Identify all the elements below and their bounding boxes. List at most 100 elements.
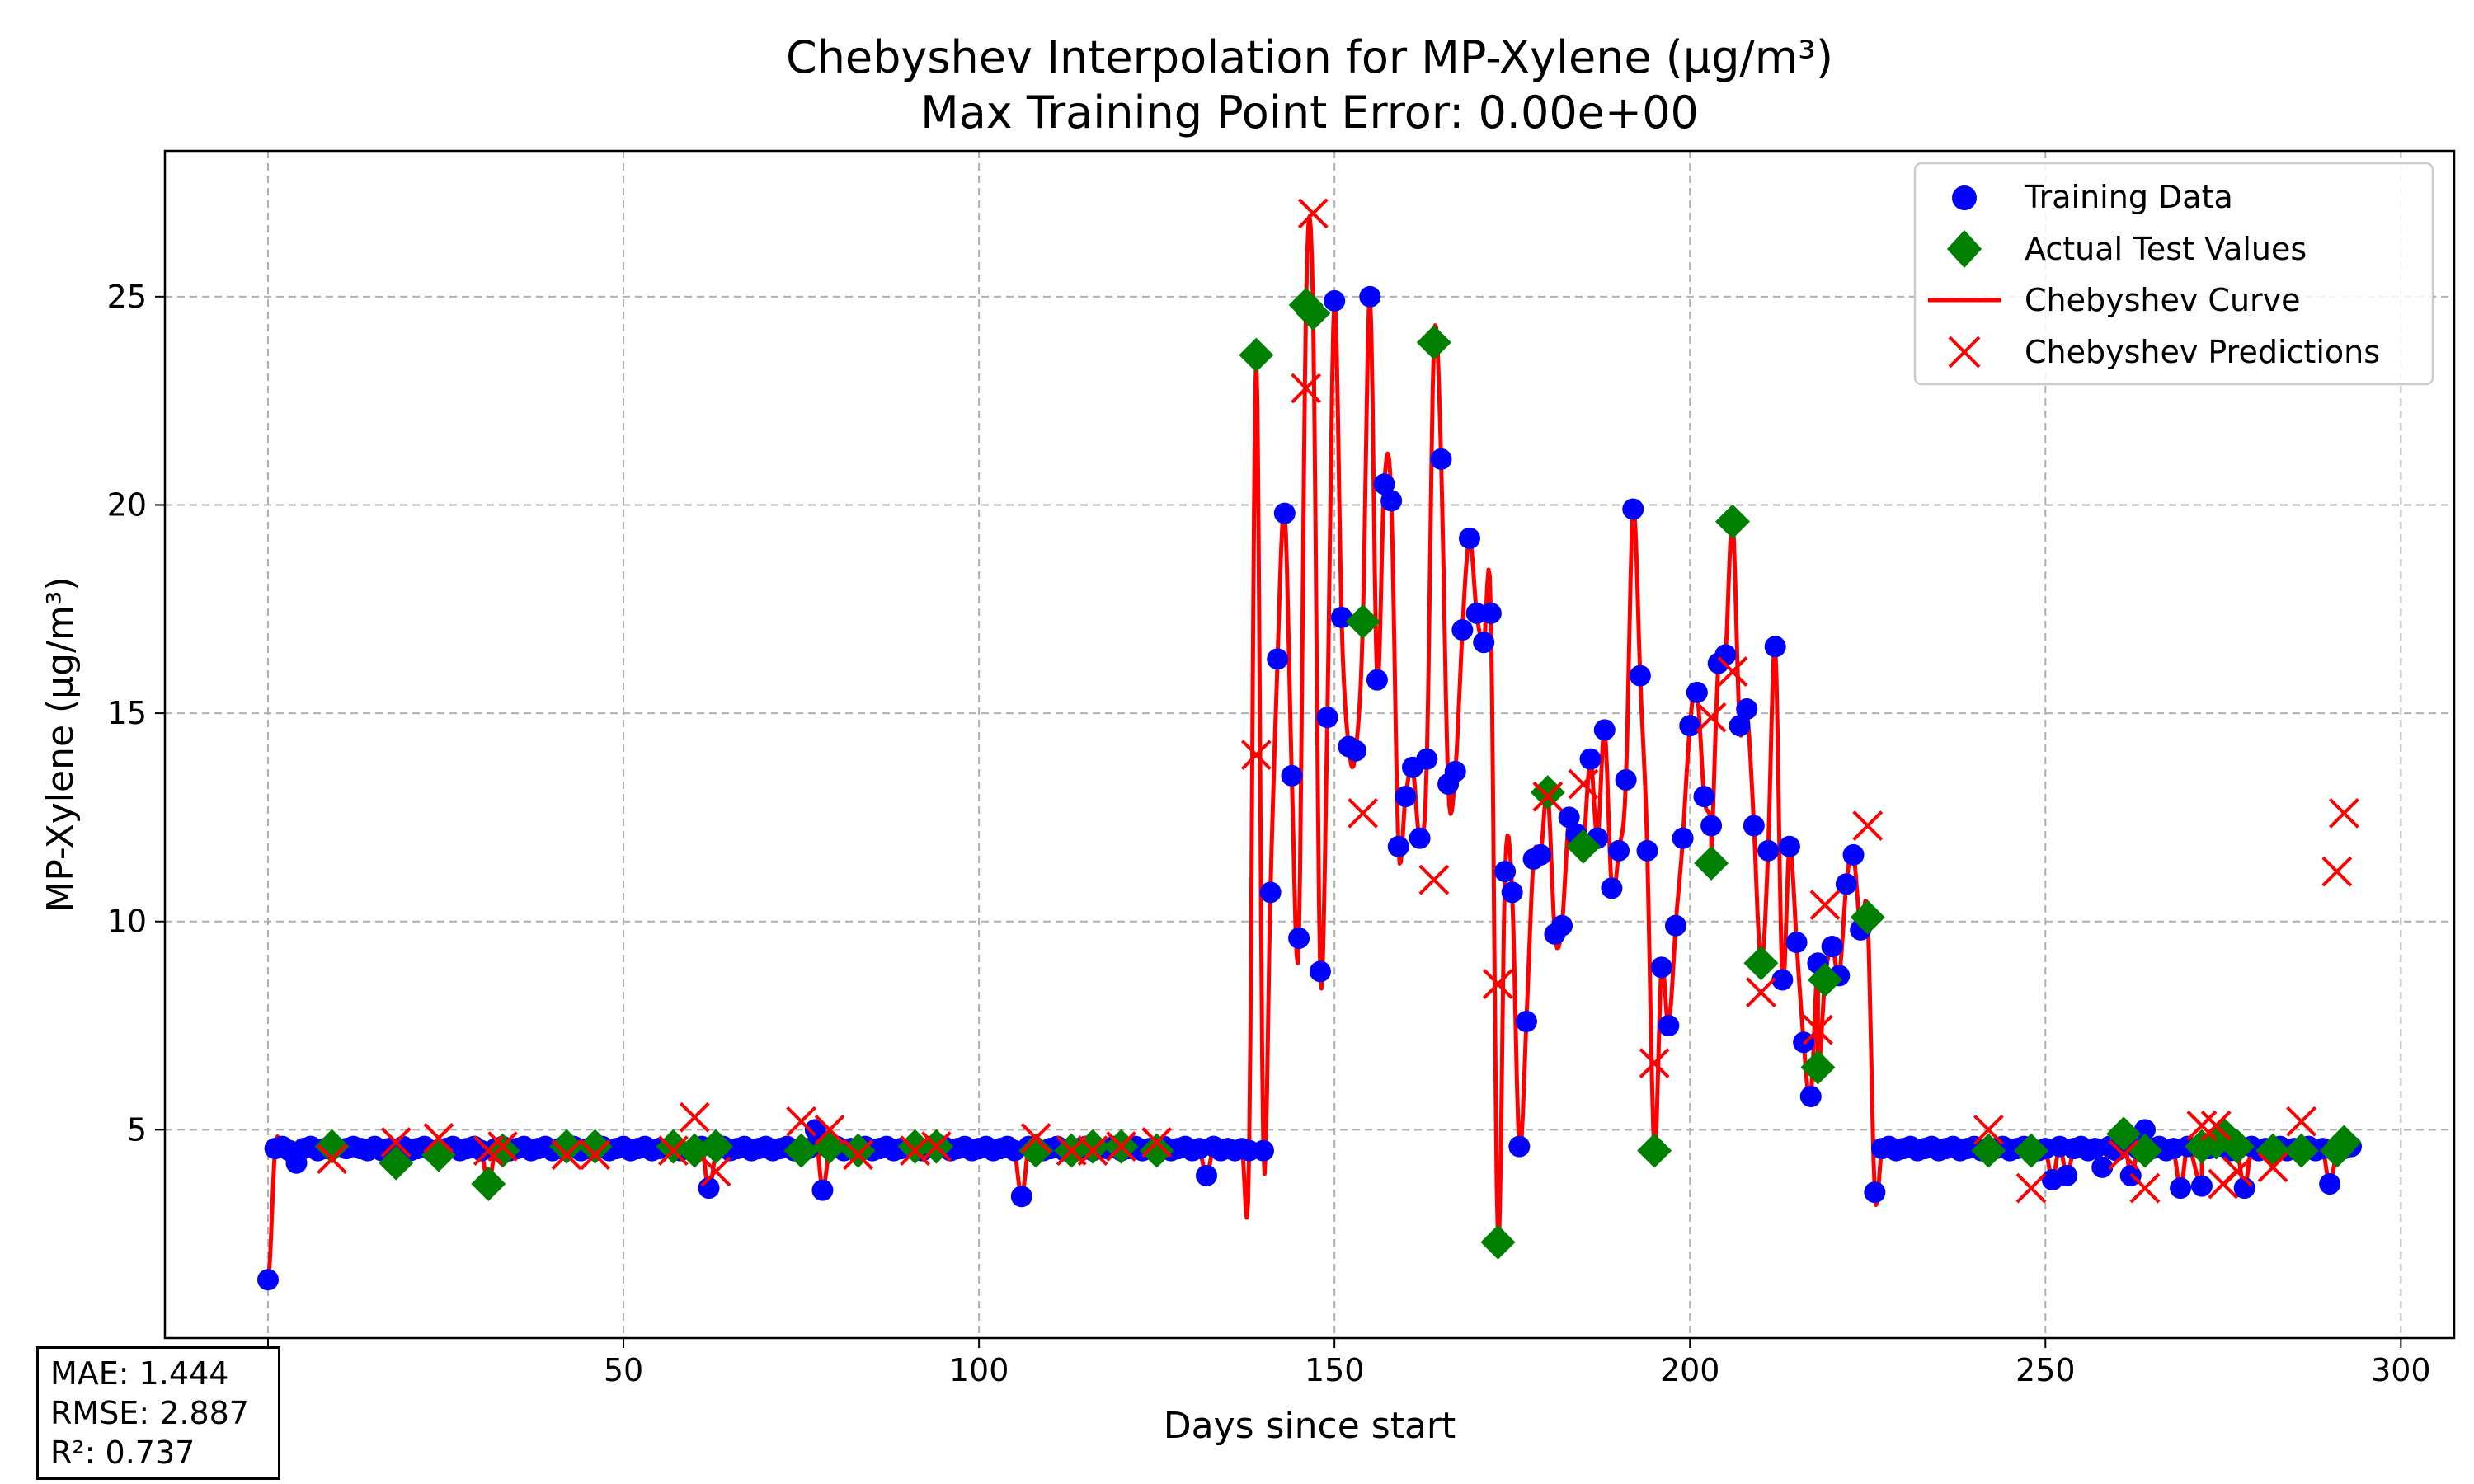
test-value-marker	[1416, 325, 1451, 360]
training-point	[1359, 285, 1381, 308]
training-point	[1387, 835, 1409, 857]
prediction-marker	[2257, 1152, 2288, 1183]
prediction-marker	[1696, 702, 1727, 733]
legend-box	[1913, 162, 2434, 386]
rmse-metric: RMSE: 2.887	[50, 1395, 249, 1431]
y-tick-label: 15	[107, 695, 147, 731]
prediction-marker	[1020, 1123, 1051, 1153]
prediction-marker	[1483, 969, 1513, 999]
r2-metric: R²: 0.737	[50, 1435, 195, 1471]
training-point	[1324, 289, 1346, 312]
training-point	[1679, 715, 1701, 737]
x-tick-label: 100	[949, 1352, 1009, 1388]
prediction-marker	[786, 1106, 817, 1137]
test-value-marker	[1530, 775, 1565, 810]
metrics-box: MAE: 1.444 RMSE: 2.887 R²: 0.737	[36, 1346, 280, 1480]
test-value-marker	[783, 1133, 819, 1168]
training-point	[1551, 914, 1573, 937]
prediction-marker	[2200, 1110, 2232, 1141]
training-point	[811, 1179, 834, 1201]
prediction-marker	[1141, 1127, 1173, 1158]
y-tick-label: 10	[107, 904, 147, 940]
training-point	[1700, 815, 1723, 837]
test-value-marker	[1971, 1133, 2006, 1168]
test-value-marker	[1694, 846, 1729, 881]
test-value-marker	[2284, 1133, 2319, 1168]
training-point	[2170, 1177, 2192, 1200]
legend-training-label: Training Data	[2024, 179, 2233, 215]
training-point	[1430, 448, 1452, 470]
prediction-marker	[1240, 740, 1272, 771]
training-point	[1650, 956, 1672, 979]
test-value-marker	[698, 1129, 734, 1164]
prediction-marker	[843, 1139, 873, 1171]
training-point	[1281, 764, 1303, 787]
training-point	[1515, 1011, 1537, 1032]
training-point	[1757, 839, 1780, 862]
training-point	[1672, 827, 1694, 849]
test-value-marker	[2014, 1133, 2049, 1168]
test-value-marker	[1565, 829, 1601, 864]
test-value-marker	[314, 1129, 350, 1164]
training-point	[1259, 881, 1282, 904]
prediction-marker	[1106, 1131, 1136, 1162]
test-value-marker	[2326, 1125, 2362, 1160]
prediction-marker	[1809, 890, 1841, 920]
x-tick-label: 250	[2015, 1352, 2076, 1388]
test-value-marker	[577, 1129, 613, 1164]
training-point	[1252, 1139, 1274, 1162]
y-tick-label: 25	[107, 279, 147, 315]
prediction-marker	[317, 1144, 348, 1175]
training-point	[1444, 760, 1466, 782]
training-point	[1778, 835, 1800, 857]
training-point	[1799, 1085, 1822, 1107]
prediction-marker	[2015, 1172, 2047, 1204]
prediction-marker	[2286, 1106, 2317, 1137]
training-point	[1693, 786, 1715, 808]
training-point	[1636, 839, 1658, 862]
test-value-marker	[1637, 1133, 1672, 1168]
training-point	[1842, 843, 1865, 866]
prediction-marker	[380, 1127, 412, 1158]
x-tick-label: 200	[1660, 1352, 1720, 1388]
training-point	[2319, 1173, 2341, 1195]
mae-metric: MAE: 1.444	[50, 1355, 229, 1392]
training-point	[1658, 1015, 1680, 1037]
prediction-marker	[2129, 1172, 2161, 1204]
legend: Training Data Actual Test Values Chebysh…	[1913, 162, 2434, 386]
test-value-marker	[897, 1129, 933, 1164]
training-point	[2190, 1175, 2213, 1197]
training-point	[1743, 815, 1765, 837]
training-point	[1593, 719, 1616, 741]
x-tick-label: 50	[604, 1352, 643, 1388]
prediction-marker	[2186, 1110, 2218, 1141]
x-tick-label: 300	[2371, 1352, 2431, 1388]
prediction-marker	[920, 1131, 952, 1162]
legend-test-marker	[1947, 230, 1982, 268]
training-point	[1309, 960, 1331, 983]
prediction-marker	[1639, 1048, 1670, 1078]
training-point	[1771, 969, 1794, 991]
prediction-marker	[2321, 856, 2353, 887]
test-value-marker	[379, 1145, 414, 1181]
test-value-marker	[1808, 962, 1843, 998]
test-value-marker	[840, 1133, 876, 1168]
legend-test-label: Actual Test Values	[2025, 231, 2307, 267]
training-point	[1785, 932, 1808, 953]
training-point	[1508, 1135, 1531, 1158]
training-point	[1615, 768, 1637, 791]
test-value-marker	[1345, 603, 1380, 639]
prediction-marker	[1717, 656, 1748, 687]
y-axis-label: MP-Xylene (μg/m³)	[40, 576, 82, 912]
training-point	[1395, 786, 1417, 808]
x-axis-label: Days since start	[1164, 1405, 1456, 1447]
plot-frame	[163, 149, 2456, 1340]
legend-predictions-marker	[1948, 336, 1981, 369]
prediction-marker	[1532, 781, 1564, 812]
training-point	[1764, 636, 1786, 658]
test-value-marker	[1239, 337, 1274, 373]
chart-title: Chebyshev Interpolation for MP-Xylene (μ…	[786, 31, 1833, 83]
training-point	[1530, 843, 1552, 866]
chart-subtitle: Max Training Point Error: 0.00e+00	[920, 87, 1699, 139]
